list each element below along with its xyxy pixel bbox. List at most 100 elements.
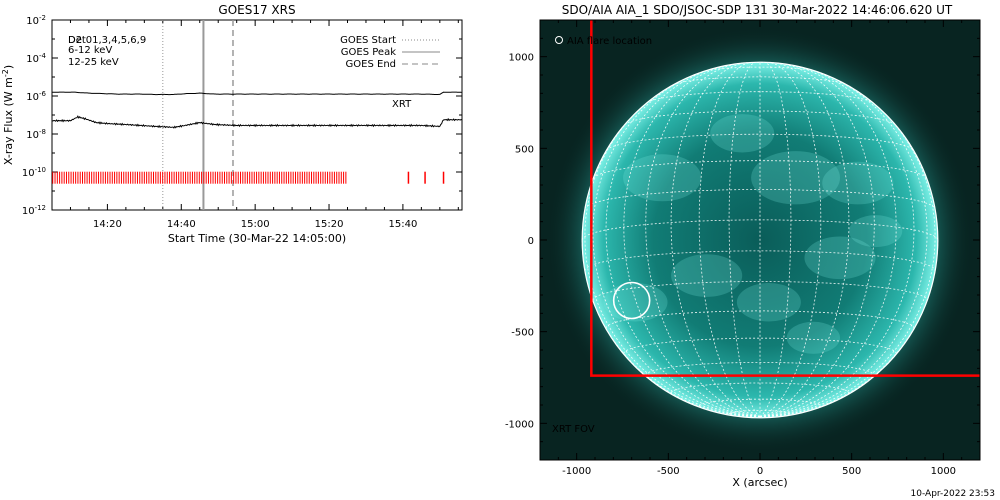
aia-x-tick-label: 1000	[931, 466, 956, 477]
goes-x-axis: 14:20 14:40 15:00 15:20 15:40	[51, 20, 459, 230]
goes-y-axis-label: X-ray Flux (W m-2)	[1, 65, 16, 165]
goes-y-tick-exponent: -6	[39, 90, 47, 98]
energy-band-label-12-25: 12-25 keV	[68, 57, 119, 68]
goes-y-tick-exponent: -8	[39, 128, 46, 136]
goes-y-tick-base: 10	[26, 54, 39, 65]
goes-y-tick-label: 10-2	[26, 14, 46, 27]
goes-x-tick-label: 15:00	[241, 219, 270, 230]
grid-line	[759, 62, 822, 418]
grid-line	[623, 64, 761, 418]
active-regions	[603, 114, 903, 354]
goes-chart-title: GOES17 XRS	[218, 3, 295, 17]
legend-goes-end-label: GOES End	[346, 59, 396, 70]
goes-y-tick-base: 10	[26, 92, 39, 103]
goes-y-tick-exponent: -10	[35, 166, 46, 174]
grid-line	[698, 62, 761, 418]
grid-line	[646, 91, 874, 104]
goes-series-lines	[52, 91, 462, 129]
grid-line	[728, 410, 792, 415]
goes-x-tick-label: 14:20	[93, 219, 122, 230]
grid-line	[592, 281, 928, 301]
goes-y-tick-exponent: -4	[39, 52, 47, 60]
goes-y-tick-exponent: -12	[35, 204, 46, 212]
aia-image-title: SDO/AIA AIA_1 SDO/JSOC-SDP 131 30-Mar-20…	[562, 3, 953, 17]
grid-line	[759, 62, 875, 418]
goes-series-short	[52, 115, 462, 129]
grid-line	[623, 337, 897, 354]
detector-label: Det01,3,4,5,6,9	[68, 35, 146, 46]
grid-line	[592, 71, 761, 418]
goes-x-tick-label: 15:40	[388, 219, 417, 230]
goes-series-long	[52, 91, 462, 96]
active-region	[623, 154, 702, 202]
aia-x-axis-label: X (arcsec)	[732, 476, 787, 489]
aia-x-tick-label: -500	[657, 466, 680, 477]
aia-x-tick-label: 0	[757, 466, 763, 477]
footer-timestamp: 10-Apr-2022 23:53	[911, 489, 995, 499]
goes-x-axis-label: Start Time (30-Mar-22 14:05:00)	[168, 232, 346, 245]
grid-line	[759, 71, 928, 418]
active-region	[848, 215, 903, 248]
goes-y-tick-label: 10-4	[26, 52, 46, 65]
solar-limb	[581, 61, 939, 419]
grid-line	[670, 382, 850, 393]
aia-image	[540, 20, 980, 460]
active-region	[671, 254, 743, 297]
goes-y-tick-label: 10-12	[22, 204, 46, 217]
goes-y-axis-label-close: )	[2, 65, 15, 69]
grid-line	[645, 62, 761, 418]
legend-goes-start-label: GOES Start	[340, 35, 396, 46]
heliographic-grid	[581, 61, 939, 418]
active-region	[822, 161, 894, 205]
detector-overlay-label: D2	[68, 35, 82, 46]
goes-legend: GOES Start GOES Peak GOES End	[340, 35, 440, 70]
aia-x-axis: -1000 -500 0 500 1000	[539, 20, 981, 477]
active-region	[786, 321, 841, 354]
goes-y-tick-exponent: -2	[39, 14, 46, 22]
grid-line	[672, 76, 848, 86]
goes-y-tick-label: 10-6	[26, 90, 46, 103]
aia-y-tick-label: 500	[515, 144, 534, 155]
grid-line	[759, 65, 915, 418]
goes-x-tick-label: 14:40	[167, 219, 196, 230]
active-region	[804, 236, 876, 280]
grid-line	[606, 133, 914, 151]
flare-legend-label: AIA flare location	[567, 36, 652, 47]
grid-line	[728, 61, 761, 418]
active-region	[603, 283, 668, 322]
goes-y-axis-label-sup: -2	[1, 69, 10, 77]
aia-y-tick-label: 1000	[509, 53, 534, 64]
xrt-label: XRT	[392, 99, 412, 110]
aia-y-tick-label: -500	[511, 328, 534, 339]
xrt-observation-marks	[52, 171, 445, 184]
goes-y-tick-label: 10-8	[26, 128, 46, 141]
xrt-fov-box	[590, 20, 980, 377]
grid-line	[759, 61, 792, 418]
legend-goes-peak-label: GOES Peak	[341, 47, 396, 58]
aia-y-axis: -1000 -500 0 500 1000	[505, 19, 980, 461]
goes-y-tick-base: 10	[22, 206, 35, 217]
aia-y-tick-label: 0	[528, 236, 534, 247]
flare-legend-marker	[555, 36, 563, 44]
grid-line	[759, 64, 897, 418]
aia-x-tick-label: 500	[842, 466, 861, 477]
grid-line	[605, 65, 761, 418]
xrt-fov-label: XRT FOV	[552, 424, 595, 435]
aia-x-tick-label: -1000	[562, 466, 591, 477]
aia-image-panel: SDO/AIA AIA_1 SDO/JSOC-SDP 131 30-Mar-20…	[505, 3, 981, 489]
grid-line	[584, 189, 936, 209]
energy-band-label-6-12: 6-12 keV	[68, 45, 112, 56]
goes-y-axis-label-text: X-ray Flux (W m	[2, 77, 15, 165]
goes-y-tick-label: 10-10	[22, 166, 46, 179]
goes-y-tick-base: 10	[22, 168, 35, 179]
aia-y-tick-label: -1000	[505, 419, 534, 430]
goes-y-tick-base: 10	[26, 16, 39, 27]
goes-y-tick-base: 10	[26, 130, 39, 141]
grid-line	[698, 398, 822, 406]
flare-location-circle	[612, 281, 651, 320]
grid-line	[670, 62, 761, 418]
grid-line	[759, 62, 850, 418]
